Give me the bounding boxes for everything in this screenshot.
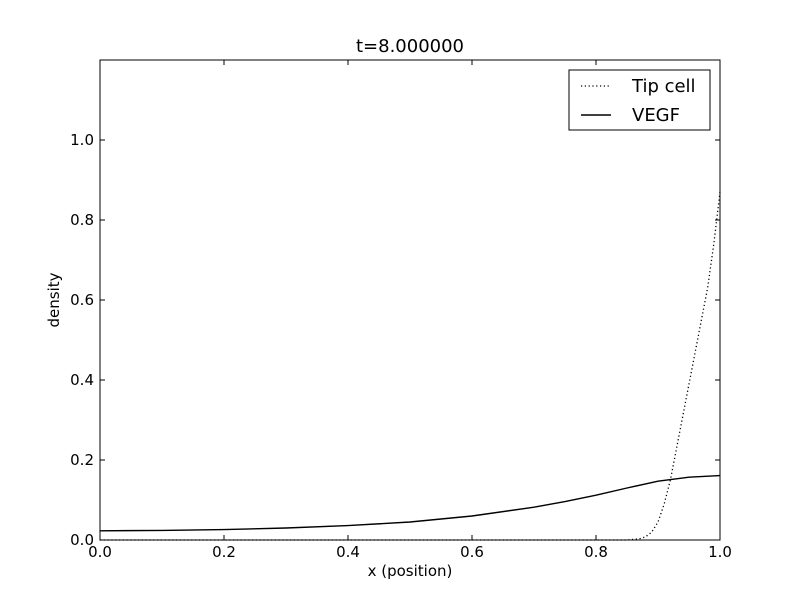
x-tick-label: 0.6 xyxy=(460,543,484,561)
x-tick-label: 0.4 xyxy=(336,543,360,561)
y-tick-label: 0.2 xyxy=(70,451,94,469)
y-axis-label: density xyxy=(45,272,63,327)
legend-label-vegf: VEGF xyxy=(632,105,680,126)
series-line-vegf xyxy=(99,474,721,532)
y-tick-label: 1.0 xyxy=(70,131,94,149)
plot-area: 0.0 0.2 0.4 0.6 0.8 1.0 0.0 0.2 0.4 0.6 0.8 1.0 xyxy=(70,59,732,561)
x-tick-label: 0.2 xyxy=(212,543,236,561)
legend: Tip cell VEGF xyxy=(568,69,711,131)
y-tick-label: 0.8 xyxy=(70,211,94,229)
x-tick-label: 0.0 xyxy=(88,543,112,561)
legend-label-tip-cell: Tip cell xyxy=(631,76,696,97)
chart-title: t=8.000000 xyxy=(356,36,464,57)
x-axis-label: x (position) xyxy=(368,562,453,580)
y-tick-label: 0.4 xyxy=(70,371,94,389)
y-tick-label: 0.0 xyxy=(70,531,94,549)
x-tick-label: 1.0 xyxy=(708,543,732,561)
series-line-tip-cell xyxy=(100,191,721,541)
legend-box xyxy=(568,69,711,131)
x-tick-label: 0.8 xyxy=(584,543,608,561)
y-tick-label: 0.6 xyxy=(70,291,94,309)
